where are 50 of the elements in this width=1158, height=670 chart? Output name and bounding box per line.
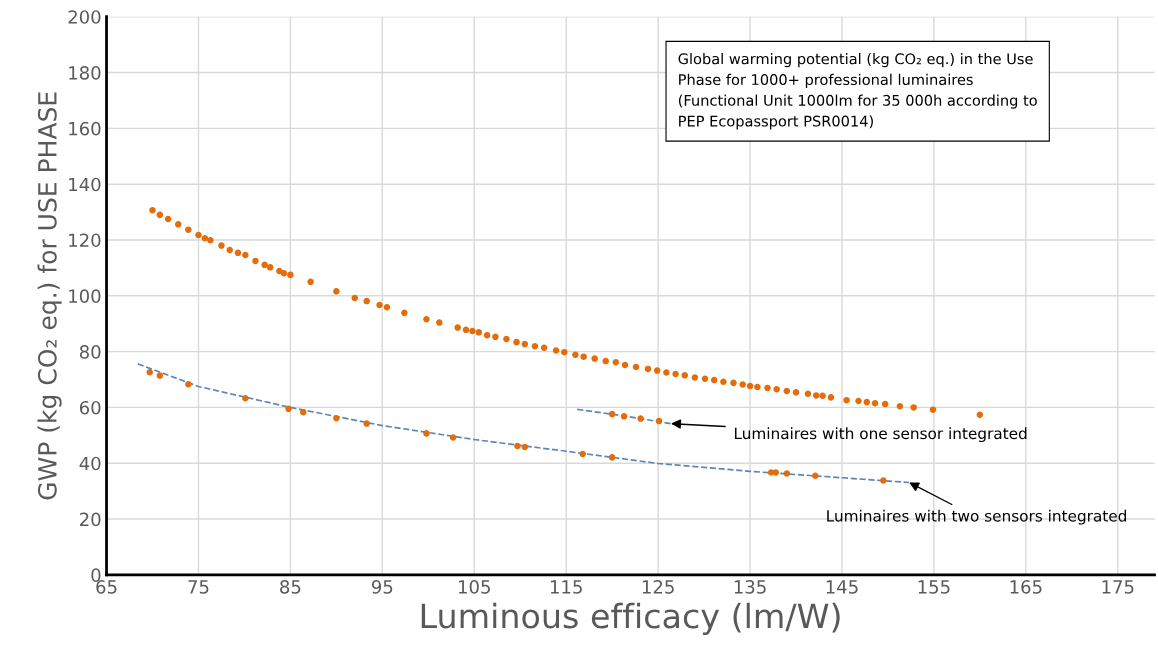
y-tick-label: 20 bbox=[80, 512, 101, 527]
x-tick-label: 125 bbox=[642, 580, 674, 594]
x-tick-label: 105 bbox=[459, 580, 490, 594]
point bbox=[608, 454, 616, 461]
annotation: Global warming potential (kg CO₂ eq.) in the Use Phase for 1000+ professional luminaires (Functional Unit 1000lm for 35 000h according to PEP Ecopassport PSR0014) bbox=[678, 53, 1037, 130]
point bbox=[620, 413, 628, 420]
annotation: Luminaires with one sensor integrated bbox=[734, 427, 1027, 443]
y-axis-title: GWP (kg CO₂ eq.) for USE PHASE bbox=[37, 92, 62, 500]
point bbox=[156, 372, 164, 379]
point bbox=[772, 469, 780, 476]
x-tick-label: 165 bbox=[1010, 580, 1042, 594]
point bbox=[579, 450, 586, 458]
x-tick-label: 85 bbox=[280, 580, 301, 594]
point bbox=[812, 472, 819, 480]
x-tick-label: 95 bbox=[371, 580, 393, 594]
point bbox=[637, 415, 644, 422]
point bbox=[514, 442, 521, 450]
point bbox=[300, 408, 307, 416]
y-tick-label: 180 bbox=[69, 66, 101, 80]
point bbox=[242, 394, 249, 402]
point bbox=[783, 470, 791, 477]
annotation: Luminaires with two sensors integrated bbox=[827, 509, 1126, 525]
point bbox=[423, 430, 430, 437]
point bbox=[185, 381, 192, 388]
x-tick-label: 115 bbox=[550, 580, 582, 594]
x-tick-label: 135 bbox=[734, 580, 766, 594]
point bbox=[363, 420, 370, 427]
x-tick-label: 145 bbox=[826, 580, 858, 594]
point bbox=[449, 434, 457, 441]
y-tick-label: 200 bbox=[68, 10, 101, 24]
x-tick-label: 155 bbox=[918, 580, 950, 594]
point bbox=[285, 405, 292, 413]
point bbox=[333, 415, 340, 422]
x-tick-label: 175 bbox=[1102, 580, 1134, 594]
y-tick-label: 120 bbox=[69, 233, 101, 248]
point bbox=[880, 477, 887, 484]
y-tick-label: 140 bbox=[69, 177, 101, 192]
y-tick-label: 80 bbox=[79, 345, 101, 359]
point bbox=[146, 369, 153, 376]
x-axis-title: Luminous efficacy (lm/W) bbox=[421, 602, 840, 636]
point bbox=[655, 417, 663, 425]
y-tick-label: 0 bbox=[91, 568, 101, 582]
y-tick-label: 100 bbox=[69, 289, 101, 303]
y-tick-label: 60 bbox=[79, 400, 101, 415]
x-tick-label: 65 bbox=[96, 580, 117, 594]
y-tick-label: 40 bbox=[79, 456, 101, 471]
y-tick-label: 160 bbox=[69, 121, 101, 136]
x-tick-label: 75 bbox=[188, 580, 209, 594]
point bbox=[608, 410, 616, 418]
point bbox=[521, 443, 529, 451]
